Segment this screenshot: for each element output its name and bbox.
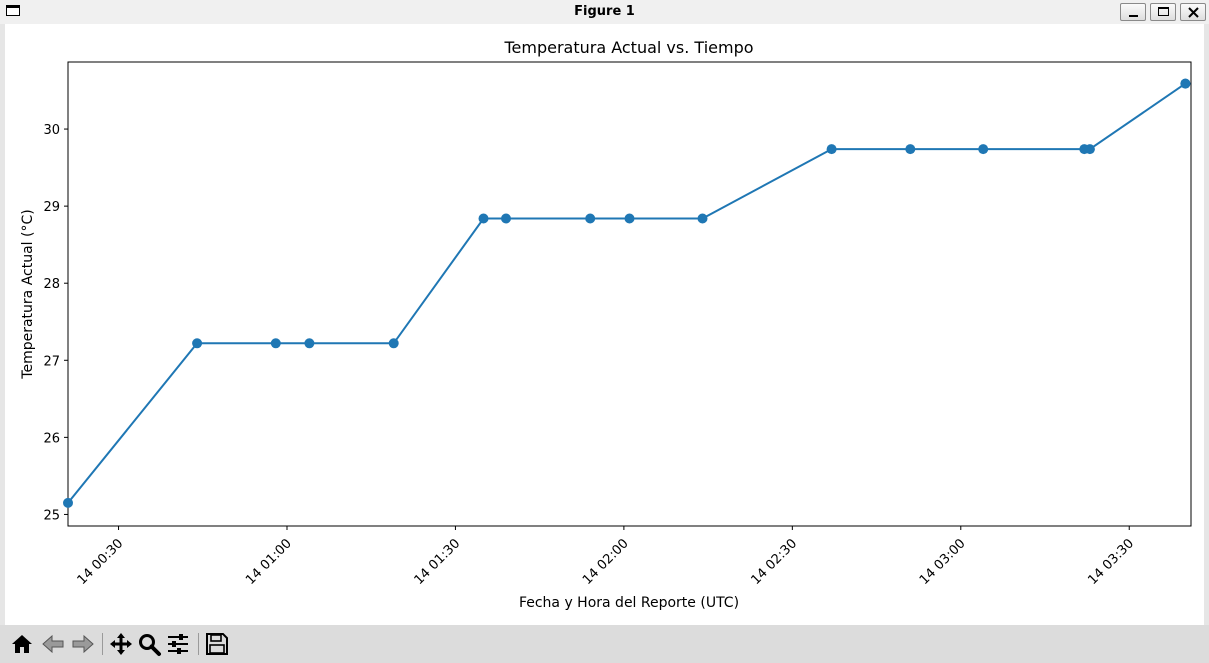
data-point	[388, 338, 399, 349]
data-point	[697, 213, 708, 224]
zoom-button[interactable]	[136, 631, 162, 657]
chart-title: Temperatura Actual vs. Tiempo	[503, 38, 753, 57]
minimize-button[interactable]	[1120, 3, 1146, 21]
data-point	[478, 213, 489, 224]
forward-icon	[72, 634, 94, 654]
y-tick-label: 26	[43, 431, 60, 446]
y-tick-label: 27	[43, 354, 60, 369]
x-tick-label: 14 03:00	[917, 536, 969, 588]
window-icon	[6, 5, 20, 16]
x-tick-label: 14 02:30	[748, 536, 800, 588]
back-icon	[42, 634, 64, 654]
data-point	[192, 338, 203, 349]
toolbar-separator	[198, 633, 199, 655]
window-frame-left	[0, 24, 5, 625]
x-tick-label: 14 01:30	[412, 536, 464, 588]
data-point	[501, 213, 511, 224]
close-button[interactable]	[1180, 3, 1206, 21]
x-tick-label: 14 01:00	[243, 536, 295, 588]
title-bar: Figure 1	[0, 0, 1209, 24]
window-title: Figure 1	[574, 4, 635, 19]
configure-subplots-icon	[168, 634, 188, 654]
x-axis-label: Fecha y Hora del Reporte (UTC)	[519, 595, 739, 611]
maximize-button[interactable]	[1150, 3, 1176, 21]
data-point	[1084, 144, 1095, 155]
figure-canvas[interactable]: Temperatura Actual vs. Tiempo 25 26 27 28 29…	[5, 24, 1204, 625]
forward-button[interactable]	[70, 631, 96, 657]
zoom-icon	[139, 634, 161, 656]
x-tick-label: 14 02:00	[580, 536, 632, 588]
data-point	[905, 144, 916, 155]
y-tick-label: 28	[43, 277, 60, 292]
pan-icon	[110, 633, 132, 655]
plot-area	[67, 61, 1192, 527]
series-line	[67, 82, 1186, 504]
chart: Temperatura Actual vs. Tiempo 25 26 27 28 29…	[20, 38, 1192, 611]
configure-subplots-button[interactable]	[165, 631, 191, 657]
toolbar-separator	[102, 633, 103, 655]
x-tick-label: 14 03:30	[1085, 536, 1137, 588]
data-point	[270, 338, 281, 349]
data-point	[63, 497, 73, 508]
x-tick-label: 14 00:30	[75, 536, 127, 588]
data-point	[978, 144, 989, 155]
y-tick-label: 29	[43, 200, 60, 215]
data-point	[826, 144, 837, 155]
y-axis-label: Temperatura Actual (°C)	[20, 209, 36, 379]
home-button[interactable]	[9, 631, 35, 657]
close-icon	[1188, 7, 1199, 18]
save-icon	[206, 633, 228, 655]
pan-button[interactable]	[108, 631, 134, 657]
navigation-toolbar	[0, 625, 1209, 663]
data-point	[1180, 78, 1191, 89]
back-button[interactable]	[40, 631, 66, 657]
data-point	[304, 338, 315, 349]
data-point	[585, 213, 596, 224]
save-button[interactable]	[204, 631, 230, 657]
home-icon	[12, 635, 32, 653]
y-tick-label: 30	[43, 123, 60, 138]
data-point	[624, 213, 635, 224]
y-tick-label: 25	[43, 508, 60, 523]
window-frame-right	[1204, 24, 1209, 625]
